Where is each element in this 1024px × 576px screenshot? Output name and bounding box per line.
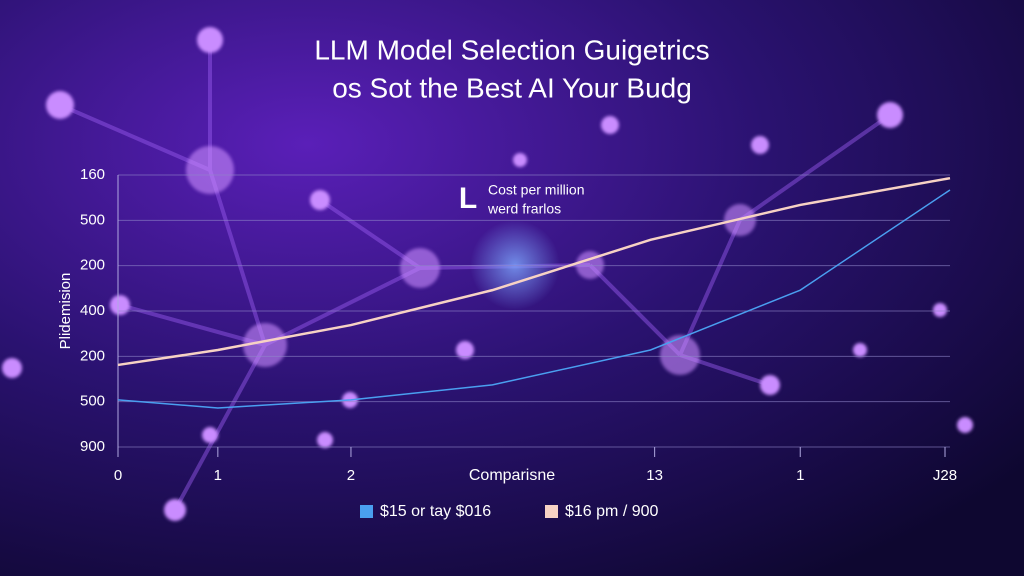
annotation: werd frarlos [487, 201, 561, 217]
x-axis-label: Comparisne [469, 467, 555, 484]
chart-title: LLM Model Selection Guigetrics [314, 34, 709, 65]
x-tick-label: 2 [347, 467, 355, 484]
x-tick-label: J28 [933, 467, 957, 484]
chart-title: os Sot the Best AI Your Budg [332, 72, 692, 103]
x-tick-label: 0 [114, 467, 122, 484]
x-tick-label: 1 [796, 467, 804, 484]
annotation: Cost per million [488, 182, 584, 198]
annotation-mark: L [459, 182, 477, 215]
y-axis-label: Plidemision [57, 273, 74, 350]
legend-label: $15 or tay $016 [380, 503, 491, 520]
y-tick-label: 200 [80, 257, 105, 274]
y-tick-label: 900 [80, 438, 105, 455]
y-tick-label: 200 [80, 347, 105, 364]
series-line [117, 189, 951, 409]
legend-label: $16 pm / 900 [565, 503, 659, 520]
y-tick-label: 500 [80, 393, 105, 410]
series-line [117, 176, 951, 367]
y-tick-label: 400 [80, 302, 105, 319]
glow [470, 220, 560, 310]
y-tick-label: 500 [80, 211, 105, 228]
y-tick-label: 160 [80, 166, 105, 183]
x-tick-label: 13 [646, 467, 663, 484]
legend-swatch [360, 505, 373, 518]
legend-swatch [545, 505, 558, 518]
x-tick-label: 1 [214, 467, 222, 484]
plot: 160 500 200 400 200 500 900 0 1 2 13 1 J28 $15 or tay… [80, 166, 957, 520]
